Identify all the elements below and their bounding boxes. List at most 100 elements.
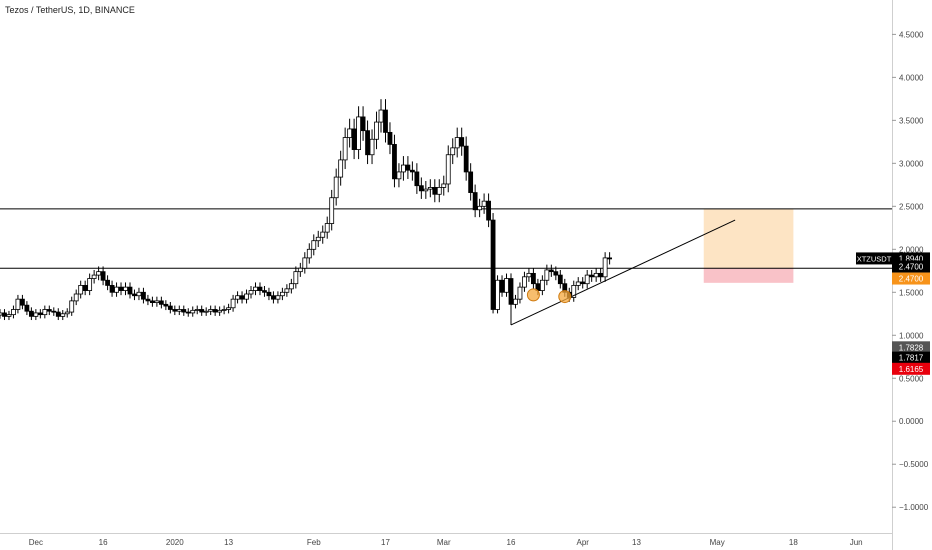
x-tick-label: 13 bbox=[224, 538, 233, 547]
price-badge-value: 1.7817 bbox=[899, 354, 924, 363]
candle-body bbox=[463, 145, 469, 173]
x-tick-label: 16 bbox=[507, 538, 516, 547]
y-tick-label: 3.5000 bbox=[899, 116, 924, 125]
candle-body bbox=[244, 293, 249, 300]
candle-body bbox=[324, 223, 330, 233]
candle-body bbox=[0, 312, 3, 316]
candle-body bbox=[42, 309, 48, 316]
candle-body bbox=[172, 309, 178, 312]
candle-body bbox=[427, 187, 433, 190]
candle-body bbox=[320, 231, 326, 238]
candle-body bbox=[208, 309, 214, 312]
candle-body bbox=[342, 137, 348, 161]
candle-body bbox=[15, 298, 21, 310]
candle-body bbox=[239, 295, 245, 300]
candle-body bbox=[181, 309, 187, 313]
candle-body bbox=[167, 305, 173, 310]
candle-body bbox=[392, 144, 397, 180]
candle-body bbox=[212, 309, 218, 313]
candle-body bbox=[123, 286, 128, 291]
candle-body bbox=[607, 257, 613, 260]
candle-body bbox=[369, 138, 375, 156]
candle-body bbox=[306, 248, 312, 259]
x-tick-label: Dec bbox=[29, 538, 43, 547]
price-badge bbox=[892, 272, 930, 285]
candle-body bbox=[459, 137, 465, 147]
candle-body bbox=[78, 285, 84, 295]
y-tick-label: 4.5000 bbox=[899, 30, 924, 39]
candle-body bbox=[136, 291, 142, 297]
candle-body bbox=[96, 271, 102, 276]
candle-body bbox=[315, 236, 321, 242]
candle-body bbox=[46, 309, 52, 312]
candle-body bbox=[374, 121, 379, 140]
candle-body bbox=[356, 116, 361, 150]
candle-body bbox=[163, 303, 169, 307]
candle-body bbox=[145, 298, 151, 302]
candle-body bbox=[109, 285, 115, 293]
candle-body bbox=[271, 295, 276, 300]
candle-body bbox=[454, 137, 460, 149]
candle-body bbox=[279, 291, 285, 297]
y-tick-label: 2.0000 bbox=[899, 245, 924, 254]
candle-body bbox=[118, 286, 124, 291]
candle-body bbox=[203, 310, 209, 313]
y-tick-label: 0.0000 bbox=[899, 417, 924, 426]
candle-body bbox=[235, 295, 240, 300]
candle-body bbox=[575, 281, 581, 286]
candle-body bbox=[221, 309, 227, 311]
candle-body bbox=[553, 271, 559, 276]
y-tick-label: 0.5000 bbox=[899, 374, 924, 383]
candle-body bbox=[347, 128, 353, 138]
candle-body bbox=[526, 272, 532, 278]
candle-body bbox=[351, 128, 357, 150]
candle-body bbox=[571, 285, 577, 298]
candle-body bbox=[387, 131, 393, 145]
candle-body bbox=[230, 298, 236, 309]
candle-body bbox=[176, 309, 182, 312]
candle-body bbox=[360, 116, 366, 132]
candle-body bbox=[257, 286, 263, 291]
candle-body bbox=[20, 298, 25, 306]
candle-body bbox=[329, 197, 335, 224]
price-badge-value: 2.4700 bbox=[899, 263, 924, 272]
candle-body bbox=[55, 311, 61, 317]
x-tick-label: 17 bbox=[381, 538, 390, 547]
candle-body bbox=[51, 310, 57, 313]
candle-body bbox=[441, 183, 447, 188]
symbol-badge bbox=[856, 252, 892, 265]
candle-body bbox=[495, 279, 500, 310]
candle-body bbox=[472, 192, 478, 211]
candle-body bbox=[141, 291, 146, 300]
ascending-trendline bbox=[510, 219, 736, 326]
candle-body bbox=[477, 205, 483, 211]
candle-body bbox=[275, 295, 281, 300]
candle-body bbox=[338, 159, 344, 178]
candle-body bbox=[548, 269, 554, 273]
candle-body bbox=[60, 313, 66, 317]
candle-body bbox=[2, 312, 7, 317]
candle-body bbox=[584, 274, 590, 285]
candle-body bbox=[73, 293, 79, 302]
candle-body bbox=[302, 257, 308, 269]
candle-body bbox=[517, 286, 523, 300]
candle-body bbox=[311, 240, 317, 250]
candle-body bbox=[69, 300, 75, 313]
candle-body bbox=[150, 300, 155, 304]
candle-body bbox=[226, 307, 232, 310]
candle-body bbox=[194, 309, 200, 311]
x-tick-label: 18 bbox=[789, 538, 798, 547]
candle-body bbox=[333, 176, 339, 199]
candle-body bbox=[24, 304, 30, 312]
y-tick-label: 2.5000 bbox=[899, 202, 924, 211]
candle-body bbox=[598, 272, 604, 278]
candle-body bbox=[580, 281, 586, 285]
candle-body bbox=[114, 286, 119, 293]
symbol-badge-label: XTZUSDT bbox=[857, 254, 892, 263]
x-tick-label: 13 bbox=[632, 538, 641, 547]
touch-marker-circle bbox=[526, 288, 540, 302]
candle-body bbox=[468, 171, 474, 193]
target-zone bbox=[703, 208, 794, 269]
candle-body bbox=[127, 286, 133, 295]
